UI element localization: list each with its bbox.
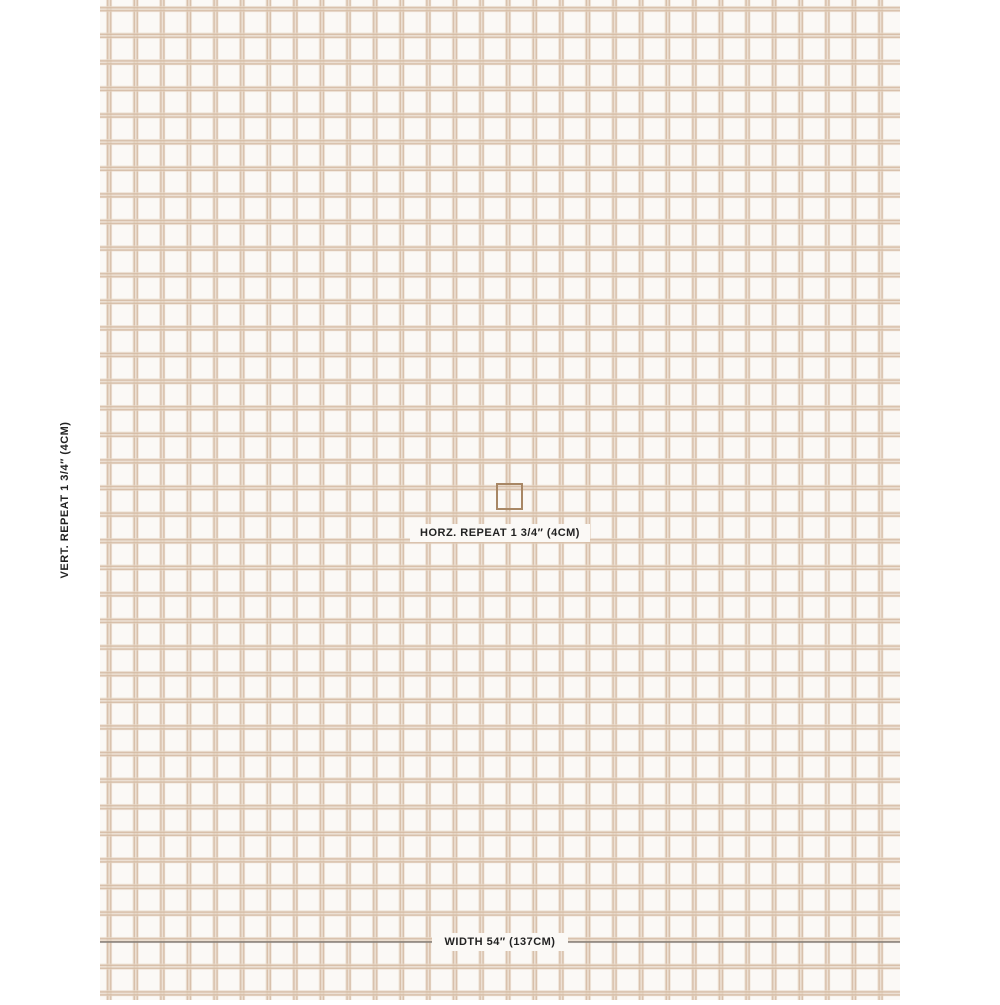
label-bg	[410, 524, 590, 542]
horizontal-repeat-label: HORZ. REPEAT 1 3/4″ (4CM)	[420, 527, 580, 539]
vertical-repeat-label: VERT. REPEAT 1 3/4″ (4CM)	[59, 422, 71, 579]
width-label: WIDTH 54″ (137CM)	[445, 936, 556, 948]
repeat-marker	[496, 483, 523, 510]
label-bg	[432, 933, 568, 951]
fabric-swatch	[100, 0, 900, 1000]
